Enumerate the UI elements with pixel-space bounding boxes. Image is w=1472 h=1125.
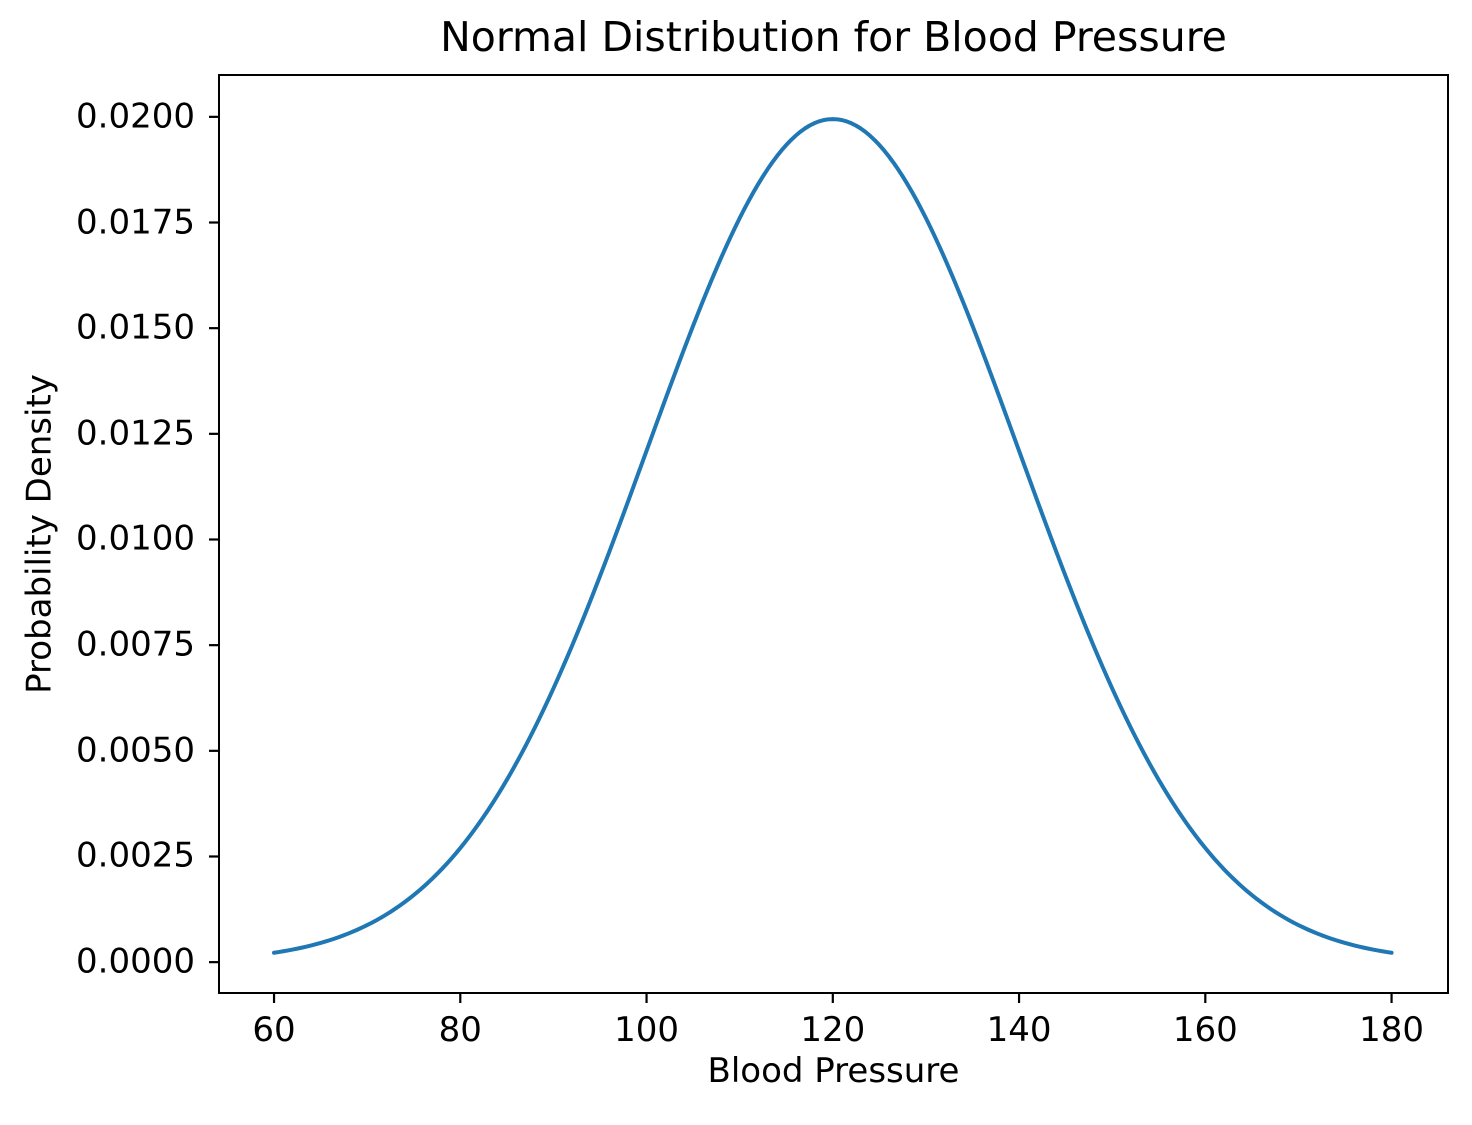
y-tick-label: 0.0075 [76,624,195,665]
normal-curve [272,117,1394,955]
y-tick-label: 0.0125 [76,413,195,454]
x-tick-label: 100 [614,1010,679,1050]
y-tick-label: 0.0175 [76,201,195,242]
x-tick-label: 180 [1359,1010,1425,1050]
x-tick-label: 160 [1172,1010,1238,1050]
y-tick-label: 0.0200 [76,96,195,137]
y-tick-label: 0.0025 [76,835,195,876]
chart-title: Normal Distribution for Blood Pressure [440,13,1227,61]
axes-frame [218,74,1449,994]
x-axis-label: Blood Pressure [707,1051,960,1091]
y-tick-label: 0.0150 [76,307,195,348]
y-tick-label: 0.0000 [76,941,195,982]
x-tick-label: 120 [800,1010,866,1050]
x-tick-label: 80 [438,1010,482,1050]
y-tick-label: 0.0050 [76,730,195,771]
y-tick-label: 0.0100 [76,518,195,559]
x-tick-label: 140 [986,1010,1052,1050]
x-tick-label: 60 [252,1010,296,1050]
